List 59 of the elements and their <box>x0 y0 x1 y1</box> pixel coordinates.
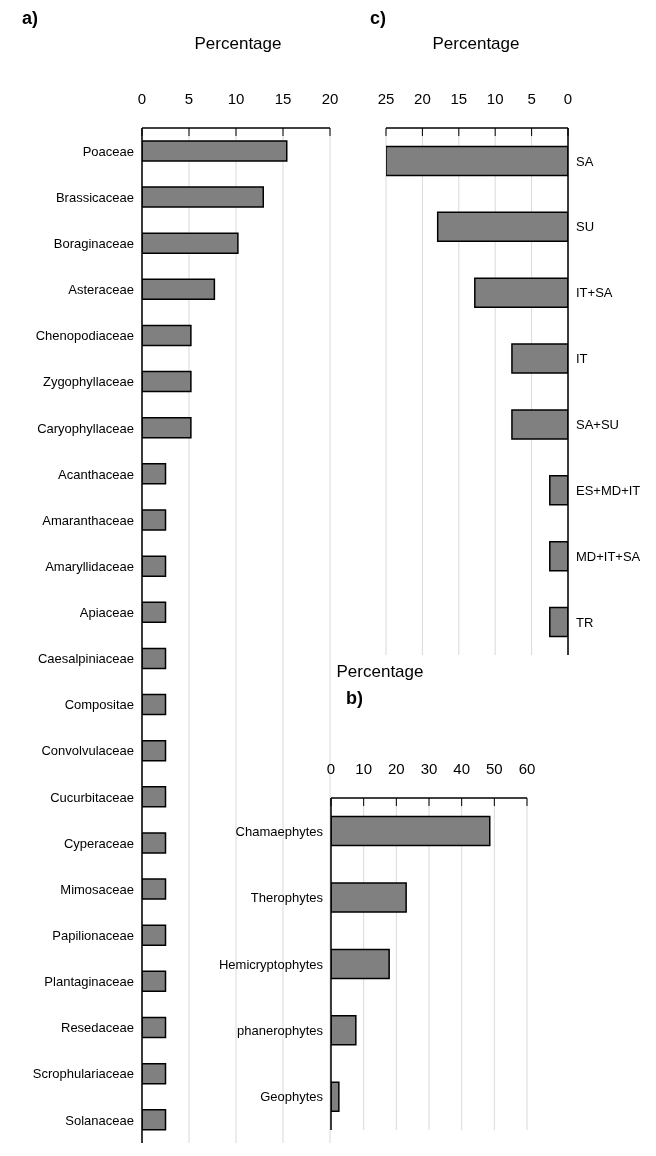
y-tick-label: Zygophyllaceae <box>42 374 134 390</box>
y-tick-label: Asteraceae <box>68 282 134 298</box>
y-tick-label: Geophytes <box>260 1089 324 1105</box>
y-tick-label: Hemicryptophytes <box>218 956 324 972</box>
y-tick-label: Poaceae <box>82 143 134 159</box>
y-tick-label: Papilionaceae <box>52 928 134 943</box>
y-tick-label: Acanthaceae <box>58 466 134 482</box>
x-axis-title: Percentage <box>336 662 424 682</box>
y-tick-label: Resedaceae <box>61 1020 134 1036</box>
y-tick-label: Mimosaceae <box>60 881 134 897</box>
x-tick-label: 10 <box>227 90 245 107</box>
y-tick-label: Convolvulaceae <box>41 743 134 759</box>
x-tick-label: 30 <box>420 760 438 777</box>
x-tick-label: 0 <box>326 760 336 777</box>
x-axis-title: Percentage <box>432 34 520 54</box>
y-tick-label: Solanaceae <box>65 1112 134 1128</box>
y-tick-label: IT+SA <box>576 285 613 301</box>
x-tick-label: 15 <box>450 90 468 107</box>
x-tick-label: 20 <box>321 90 339 107</box>
x-tick-label: 0 <box>137 90 147 107</box>
x-tick-label: 20 <box>387 760 405 777</box>
y-tick-label: Brassicaceae <box>55 189 134 205</box>
chart-title: c) <box>370 8 387 29</box>
y-tick-label: SA <box>576 153 594 169</box>
y-tick-label: Chenopodiaceae <box>35 328 134 344</box>
x-tick-label: 10 <box>486 90 504 107</box>
x-tick-label: 5 <box>184 90 194 107</box>
y-tick-label: Compositae <box>64 697 134 713</box>
y-tick-label: ES+MD+IT <box>576 482 641 498</box>
y-tick-label: Scrophulariaceae <box>32 1066 134 1082</box>
y-tick-label: MD+IT+SA <box>576 548 641 564</box>
x-tick-label: 25 <box>377 90 395 107</box>
x-tick-label: 60 <box>518 760 536 777</box>
y-tick-label: Cyperaceae <box>63 835 134 851</box>
y-tick-label: Boraginaceae <box>53 235 134 251</box>
y-tick-label: SU <box>576 219 595 235</box>
y-tick-label: Cucurbitaceae <box>50 789 134 805</box>
y-tick-label: Caesalpiniaceae <box>37 651 134 667</box>
y-tick-label: Apiaceae <box>79 605 134 621</box>
x-tick-label: 5 <box>527 90 536 107</box>
y-tick-label: Plantaginaceae <box>44 974 134 990</box>
y-tick-label: Chamaephytes <box>235 823 324 839</box>
chart-title: a) <box>22 8 39 29</box>
x-tick-label: 0 <box>563 90 573 107</box>
x-axis-title: Percentage <box>194 34 282 54</box>
y-tick-label: TR <box>576 614 594 630</box>
x-tick-label: 20 <box>414 90 431 107</box>
y-tick-label: Amaryllidaceae <box>45 558 134 574</box>
y-tick-label: Caryophyllaceae <box>37 420 134 436</box>
x-tick-label: 10 <box>355 760 373 777</box>
x-tick-label: 15 <box>274 90 292 107</box>
y-tick-label: SA+SU <box>576 417 619 433</box>
chart-title: b) <box>346 688 363 709</box>
y-tick-label: IT <box>576 351 588 367</box>
x-tick-label: 50 <box>485 760 503 777</box>
y-tick-label: Therophytes <box>250 890 324 906</box>
y-tick-label: Amaranthaceae <box>42 512 134 528</box>
y-tick-label: phanerophytes <box>236 1023 324 1039</box>
x-tick-label: 40 <box>453 760 471 777</box>
